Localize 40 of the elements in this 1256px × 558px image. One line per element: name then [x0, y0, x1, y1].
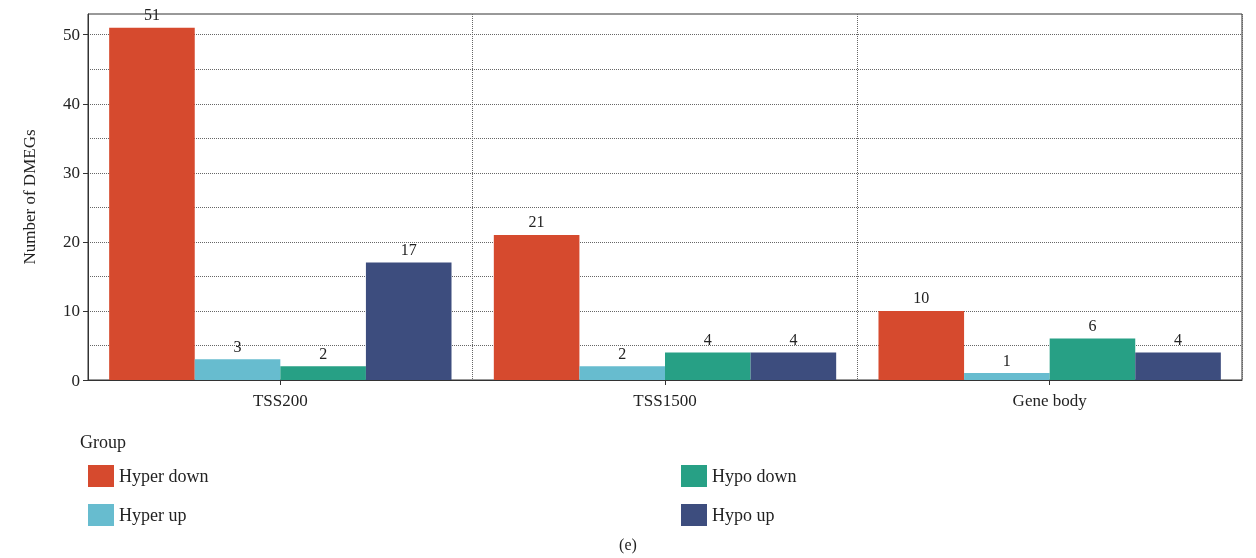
- bar: [109, 27, 195, 380]
- data-label: 17: [400, 241, 417, 259]
- text: (e): [619, 535, 637, 554]
- bar: [280, 366, 366, 380]
- bar: [579, 366, 665, 380]
- data-label: 3: [233, 337, 242, 355]
- x-tick-label: Gene body: [1012, 391, 1088, 410]
- data-label: 51: [143, 6, 160, 24]
- bar: [493, 234, 580, 380]
- legend-label: Hyper down: [119, 466, 209, 486]
- legend-label: Hyper up: [119, 505, 187, 525]
- bar: [878, 310, 965, 380]
- y-tick-label: 20: [63, 232, 80, 252]
- data-label: 4: [703, 330, 712, 348]
- bar: [750, 352, 837, 380]
- x-tick-label: TSS200: [252, 391, 308, 410]
- data-label: 21: [528, 213, 545, 231]
- bar: [365, 262, 452, 380]
- bar: [194, 359, 281, 380]
- y-tick-label: 50: [63, 25, 80, 45]
- bar: [665, 352, 751, 380]
- legend-title: Group: [80, 432, 126, 452]
- bar: [1135, 352, 1221, 380]
- y-tick-label: 30: [63, 163, 80, 183]
- data-label: 10: [913, 289, 930, 307]
- data-label: 4: [1174, 330, 1183, 348]
- x-tick-label: TSS1500: [633, 391, 697, 410]
- y-tick-label: 10: [63, 301, 80, 321]
- legend-label: Hypo up: [712, 505, 775, 525]
- data-label: 4: [789, 330, 798, 348]
- data-label: 6: [1088, 317, 1097, 335]
- bar: [1049, 338, 1136, 380]
- data-label: 1: [1002, 351, 1011, 369]
- data-label: 2: [618, 344, 627, 362]
- data-label: 2: [319, 344, 328, 362]
- y-tick-label: 40: [63, 94, 80, 114]
- legend-label: Hypo down: [712, 466, 797, 486]
- bar: [964, 373, 1050, 380]
- y-tick-label: 0: [71, 370, 80, 390]
- y-axis-title: Number of DMEGs: [20, 129, 39, 265]
